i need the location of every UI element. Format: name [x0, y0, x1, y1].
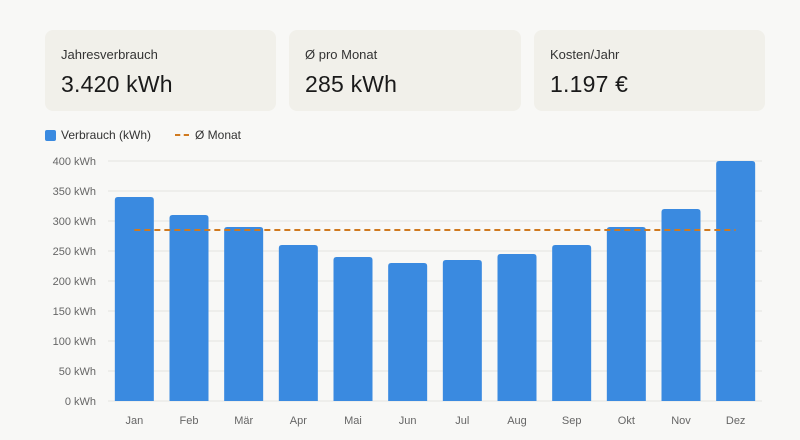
x-tick-label: Apr: [290, 415, 307, 427]
legend-label: Ø Monat: [195, 128, 242, 142]
bar[interactable]: [661, 209, 701, 401]
bar[interactable]: [606, 227, 646, 401]
legend-swatch-bar: [45, 130, 56, 141]
stat-label: Ø pro Monat: [305, 47, 378, 62]
x-tick-label: Sep: [562, 415, 582, 427]
stat-value: 1.197 €: [550, 71, 629, 97]
y-tick-label: 0 kWh: [65, 396, 96, 408]
bar[interactable]: [442, 260, 482, 401]
x-tick-label: Aug: [507, 415, 527, 427]
stat-label: Kosten/Jahr: [550, 47, 620, 62]
y-tick-label: 50 kWh: [59, 366, 96, 378]
x-tick-label: Mär: [234, 415, 253, 427]
stat-cards: Jahresverbrauch 3.420 kWh Ø pro Monat 28…: [45, 30, 765, 111]
bar[interactable]: [497, 254, 537, 401]
legend-label: Verbrauch (kWh): [61, 128, 152, 142]
stat-value: 285 kWh: [305, 71, 398, 97]
x-tick-label: Okt: [618, 415, 635, 427]
y-tick-label: 350 kWh: [53, 186, 96, 198]
y-tick-label: 250 kWh: [53, 246, 96, 258]
x-tick-label: Jul: [455, 415, 469, 427]
bar[interactable]: [114, 197, 154, 401]
bar[interactable]: [169, 215, 209, 401]
stat-card-monthly-average: Ø pro Monat 285 kWh: [289, 30, 521, 111]
x-tick-label: Nov: [671, 415, 691, 427]
bar[interactable]: [388, 263, 428, 401]
stat-card-annual-consumption: Jahresverbrauch 3.420 kWh: [45, 30, 276, 111]
bar[interactable]: [333, 257, 373, 401]
x-tick-label: Feb: [180, 415, 199, 427]
x-tick-label: Jun: [399, 415, 417, 427]
legend-swatch-dashed-line: [175, 134, 189, 136]
bar[interactable]: [224, 227, 264, 401]
y-tick-label: 100 kWh: [53, 336, 96, 348]
y-tick-label: 150 kWh: [53, 306, 96, 318]
x-tick-label: Jan: [125, 415, 143, 427]
bar[interactable]: [716, 161, 756, 401]
stat-value: 3.420 kWh: [61, 71, 173, 97]
y-tick-label: 400 kWh: [53, 156, 96, 168]
stat-label: Jahresverbrauch: [61, 47, 158, 62]
bar[interactable]: [278, 245, 318, 401]
bar[interactable]: [552, 245, 592, 401]
x-tick-label: Mai: [344, 415, 362, 427]
y-tick-label: 300 kWh: [53, 216, 96, 228]
stat-card-annual-cost: Kosten/Jahr 1.197 €: [534, 30, 765, 111]
y-tick-label: 200 kWh: [53, 276, 96, 288]
x-tick-label: Dez: [726, 415, 746, 427]
